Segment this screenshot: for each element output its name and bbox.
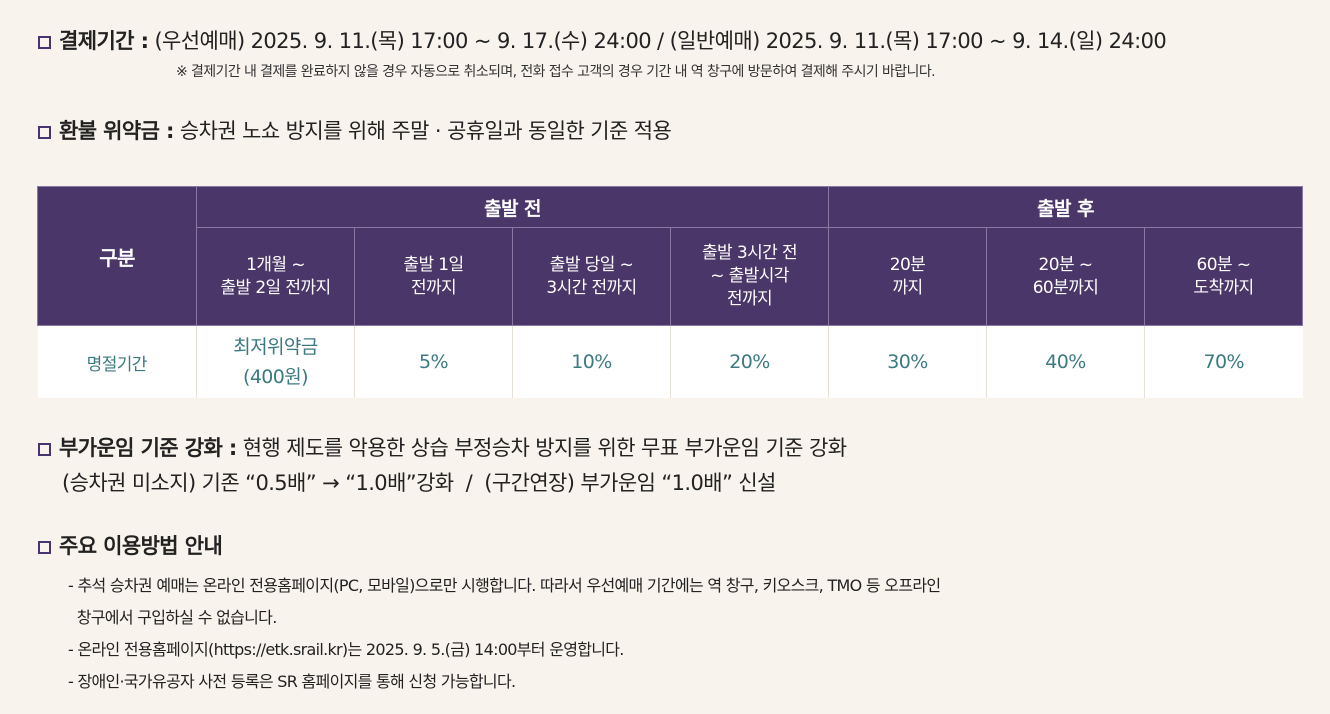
surcharge-line: 부가운임 기준 강화 : 현행 제도를 악용한 상습 부정승차 방지를 위한 무… <box>38 432 847 462</box>
usage-line: 주요 이용방법 안내 <box>38 530 223 560</box>
usage-heading: 주요 이용방법 안내 <box>59 534 223 558</box>
table-col-header: 출발 1일 전까지 <box>354 227 513 326</box>
table-cell: 20% <box>670 325 829 398</box>
list-item: - 추석 승차권 예매는 온라인 전용홈페이지(PC, 모바일)으로만 시행합니… <box>68 576 941 595</box>
table-header-gubun: 구분 <box>37 186 197 326</box>
refund-line: 환불 위약금 : 승차권 노쇼 방지를 위해 주말 · 공휴일과 동일한 기준 … <box>38 115 672 145</box>
refund-section: 환불 위약금 : 승차권 노쇼 방지를 위해 주말 · 공휴일과 동일한 기준 … <box>38 115 672 145</box>
table-col-header: 출발 3시간 전 ~ 출발시각 전까지 <box>670 227 829 326</box>
table-cell: 최저위약금 (400원) <box>196 325 355 398</box>
square-bullet-icon <box>38 36 51 49</box>
table-col-header: 20분 ~ 60분까지 <box>986 227 1145 326</box>
table-cell: 40% <box>986 325 1145 398</box>
payment-section: 결제기간 : (우선예매) 2025. 9. 11.(목) 17:00 ~ 9.… <box>38 25 1167 55</box>
surcharge-section: 부가운임 기준 강화 : 현행 제도를 악용한 상습 부정승차 방지를 위한 무… <box>38 432 847 462</box>
table-col-header: 출발 당일 ~ 3시간 전까지 <box>512 227 671 326</box>
payment-line: 결제기간 : (우선예매) 2025. 9. 11.(목) 17:00 ~ 9.… <box>38 25 1167 55</box>
square-bullet-icon <box>38 443 51 456</box>
list-item: - 온라인 전용홈페이지(https://etk.srail.kr)는 2025… <box>68 640 624 659</box>
table-cell: 5% <box>354 325 513 398</box>
table-cell: 30% <box>828 325 987 398</box>
payment-text: (우선예매) 2025. 9. 11.(목) 17:00 ~ 9. 17.(수)… <box>154 29 1167 53</box>
table-header-before: 출발 전 <box>196 186 829 228</box>
refund-heading: 환불 위약금 : <box>59 119 174 143</box>
list-item: 창구에서 구입하실 수 없습니다. <box>68 608 278 627</box>
surcharge-heading: 부가운임 기준 강화 : <box>59 436 237 460</box>
surcharge-line2: (승차권 미소지) 기존 “0.5배” → “1.0배”강화 / (구간연장) … <box>62 471 776 495</box>
usage-list: - 추석 승차권 예매는 온라인 전용홈페이지(PC, 모바일)으로만 시행합니… <box>68 570 941 698</box>
payment-note: ※ 결제기간 내 결제를 완료하지 않을 경우 자동으로 취소되며, 전화 접수… <box>176 64 936 80</box>
table-col-header: 1개월 ~ 출발 2일 전까지 <box>196 227 355 326</box>
table-cell: 10% <box>512 325 671 398</box>
square-bullet-icon <box>38 126 51 139</box>
table-col-header: 20분 까지 <box>828 227 987 326</box>
usage-section: 주요 이용방법 안내 <box>38 530 223 560</box>
list-item: - 장애인·국가유공자 사전 등록은 SR 홈페이지를 통해 신청 가능합니다. <box>68 672 516 691</box>
table-header-after: 출발 후 <box>828 186 1303 228</box>
refund-fee-table: 구분 출발 전 출발 후 1개월 ~ 출발 2일 전까지 출발 1일 전까지 출… <box>37 186 1303 398</box>
square-bullet-icon <box>38 541 51 554</box>
refund-text: 승차권 노쇼 방지를 위해 주말 · 공휴일과 동일한 기준 적용 <box>179 119 672 143</box>
table-row: 명절기간 최저위약금 (400원) 5% 10% 20% 30% 40% 70% <box>37 325 1303 398</box>
payment-heading: 결제기간 : <box>59 29 149 53</box>
table-row-label: 명절기간 <box>37 325 197 398</box>
table-col-header: 60분 ~ 도착까지 <box>1144 227 1303 326</box>
table-cell: 70% <box>1144 325 1303 398</box>
surcharge-text: 현행 제도를 악용한 상습 부정승차 방지를 위한 무표 부가운임 기준 강화 <box>242 436 847 460</box>
